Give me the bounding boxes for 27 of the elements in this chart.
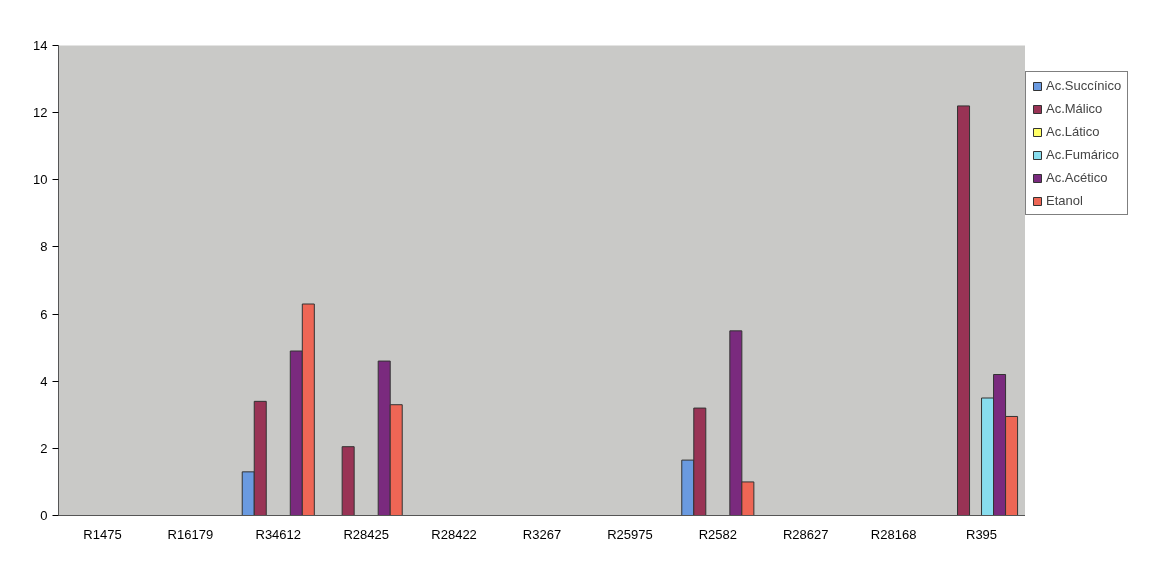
y-tick-label: 0 (40, 508, 48, 523)
x-tick-label: R2582 (698, 526, 737, 542)
x-tick-label: R28627 (782, 526, 829, 542)
legend-label: Ac.Acético (1046, 170, 1108, 185)
legend-label: Ac.Lático (1046, 124, 1100, 139)
legend-label: Etanol (1046, 193, 1083, 208)
legend-label: Ac.Fumárico (1046, 147, 1119, 162)
y-tick-label: 2 (40, 440, 48, 456)
y-tick-label: 4 (40, 373, 48, 389)
x-tick-label: R3267 (522, 526, 562, 542)
y-tick-label: 14 (33, 38, 48, 53)
y-tick-label: 8 (40, 239, 48, 255)
y-tick-label: 12 (33, 105, 48, 121)
legend-label: Ac.Succínico (1046, 78, 1122, 93)
x-tick-label: R34612 (255, 526, 302, 542)
x-tick-label: R395 (966, 526, 998, 542)
x-tick-label: R16179 (167, 526, 214, 542)
x-tick-label: R1475 (83, 526, 122, 542)
x-tick-label: R28168 (870, 526, 917, 542)
y-tick-label: 6 (40, 306, 48, 322)
bar (957, 105, 971, 516)
bar (341, 446, 355, 516)
x-tick-label: R28422 (431, 526, 477, 542)
x-tick-label: R25975 (607, 526, 653, 542)
legend-label: Ac.Málico (1046, 101, 1103, 116)
y-tick-label: 10 (33, 172, 48, 188)
x-tick-label: R28425 (343, 526, 389, 542)
